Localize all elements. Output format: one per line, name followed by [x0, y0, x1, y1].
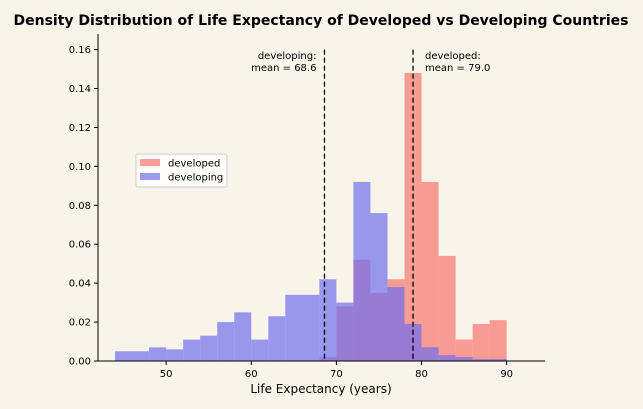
legend-label-developed: developed [168, 159, 220, 170]
bar-developing [319, 279, 337, 361]
bar-developed [421, 181, 439, 361]
bar-developing [353, 181, 371, 361]
mean-annotation-developing-label: developing: [258, 51, 317, 62]
y-tick-label: 0.08 [69, 201, 91, 212]
bar-developing [149, 347, 167, 361]
x-tick-label: 70 [330, 369, 343, 380]
bar-developing [251, 339, 269, 361]
y-tick-label: 0.04 [69, 279, 91, 290]
bar-developing [285, 294, 320, 361]
bar-developing [336, 302, 354, 361]
bar-developing [370, 213, 388, 361]
y-tick-label: 0.02 [69, 318, 91, 329]
bar-developed [455, 339, 473, 361]
legend-swatch-developed [140, 159, 160, 166]
x-tick-label: 50 [160, 369, 173, 380]
mean-annotation-developed-value: mean = 79.0 [425, 63, 490, 74]
x-tick-label: 60 [245, 369, 258, 380]
bar-developed [404, 72, 422, 361]
x-tick-label: 80 [415, 369, 428, 380]
y-tick-label: 0.10 [69, 162, 91, 173]
bar-developed [489, 320, 507, 361]
y-tick-label: 0.06 [69, 240, 91, 251]
x-axis-label: Life Expectancy (years) [250, 382, 391, 396]
chart-title: Density Distribution of Life Expectancy … [14, 13, 629, 29]
bar-developing [455, 357, 473, 361]
legend-swatch-developing [140, 173, 160, 180]
bar-developing [200, 335, 218, 361]
bar-developing [115, 351, 150, 361]
y-tick-label: 0.12 [69, 123, 91, 134]
bar-developing [472, 359, 507, 361]
bar-developed [438, 255, 456, 361]
bar-developing [438, 355, 456, 361]
bar-developing [166, 349, 184, 361]
plot-area: 0.00 0.02 0.04 0.06 0.08 0.10 0.12 0.14 0.16 50 60… [69, 34, 545, 380]
bar-developing [421, 347, 439, 361]
mean-annotation-developed-label: developed: [425, 51, 481, 62]
x-tick-label: 90 [500, 369, 513, 380]
bar-developing [183, 339, 201, 361]
y-tick-label: 0.00 [69, 357, 91, 368]
y-tick-label: 0.14 [69, 84, 91, 95]
mean-annotation-developing-value: mean = 68.6 [251, 63, 316, 74]
bar-developing [387, 287, 405, 361]
legend-label-developing: developing [168, 173, 223, 184]
bar-developing [268, 316, 286, 361]
y-tick-label: 0.16 [69, 45, 91, 56]
bar-developed [472, 324, 490, 361]
bar-developing [234, 312, 252, 361]
bar-developing [217, 322, 235, 361]
